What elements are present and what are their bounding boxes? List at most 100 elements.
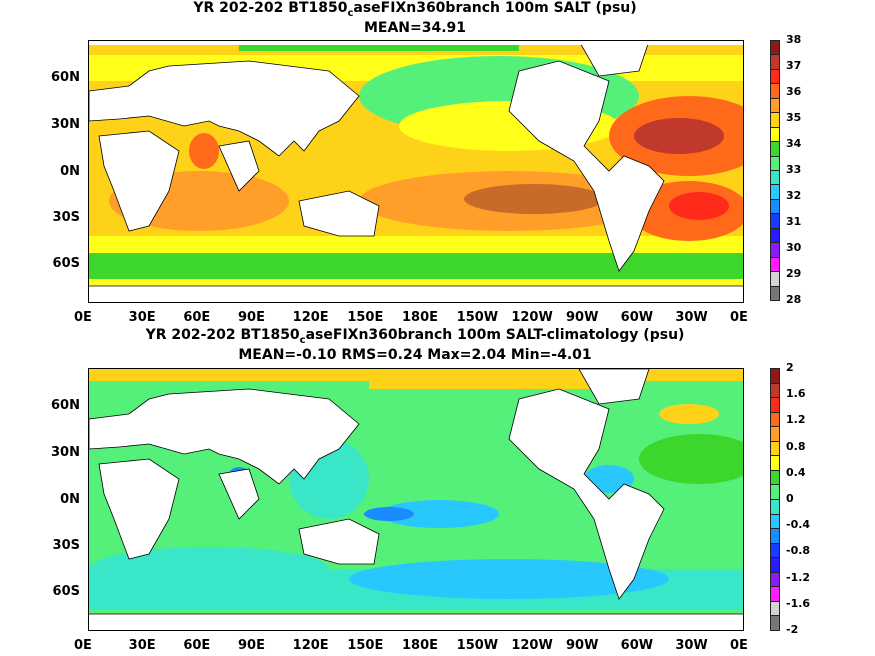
- colorbar-cell: [770, 571, 780, 588]
- colorbar-cell: [770, 198, 780, 215]
- colorbar-cell: [770, 513, 780, 530]
- lon-label: 90E: [238, 638, 265, 653]
- colorbar-cell: [770, 528, 780, 544]
- colorbar-label: 1.2: [786, 413, 806, 427]
- colorbar-label: 28: [786, 293, 802, 306]
- colorbar-cell: [770, 40, 780, 56]
- lon-label: 0E: [74, 638, 92, 653]
- colorbar-cell: [770, 97, 780, 114]
- lon-label: 30E: [128, 310, 156, 325]
- salinity-field: [89, 41, 743, 302]
- colorbar-cell: [770, 170, 780, 186]
- lon-label: 150E: [347, 638, 384, 653]
- colorbar-cell: [770, 112, 780, 128]
- lon-label: 0E: [74, 310, 92, 325]
- colorbar-cell: [770, 484, 780, 500]
- colorbar-label: 33: [786, 163, 802, 176]
- panel2-title: YR 202-202 BT1850caseFIXn360branch 100m …: [145, 327, 685, 346]
- colorbar-cell: [770, 155, 780, 171]
- lon-label: 90W: [566, 310, 599, 325]
- colorbar-cell: [770, 499, 780, 515]
- panel1-title: YR 202-202 BT1850caseFIXn360branch 100m …: [193, 0, 637, 19]
- colorbar-cell: [770, 368, 780, 384]
- colorbar-label: 29: [786, 267, 802, 280]
- lon-label: 0E: [730, 310, 748, 325]
- colorbar-label: 0.4: [786, 465, 806, 479]
- lon-label: 150W: [456, 310, 499, 325]
- colorbar-label: 35: [786, 111, 802, 124]
- colorbar-cell: [770, 615, 780, 631]
- lon-label: 0E: [730, 638, 748, 653]
- colorbar-cell: [770, 54, 780, 70]
- colorbar-cell: [770, 227, 780, 244]
- colorbar-cell: [770, 469, 780, 486]
- lon-label: 150E: [347, 310, 384, 325]
- panel1-subtitle: MEAN=34.91: [363, 20, 467, 36]
- lon-label: 30W: [675, 638, 708, 653]
- lon-label: 120W: [511, 638, 553, 653]
- lat-label: 0N: [60, 164, 80, 179]
- colorbar-cell: [770, 382, 780, 399]
- colorbar-label: -2: [786, 623, 799, 636]
- colorbar-cell: [770, 557, 780, 573]
- lat-label: 0N: [60, 492, 80, 507]
- colorbar-cell: [770, 126, 780, 143]
- colorbar-cell: [770, 213, 780, 229]
- lon-label: 120W: [511, 310, 553, 325]
- lat-label: 60S: [52, 584, 80, 599]
- lon-label: 90W: [566, 638, 599, 653]
- colorbar-label: -1.6: [786, 596, 811, 610]
- colorbar-cell: [770, 411, 780, 428]
- colorbar-label: 31: [786, 215, 802, 228]
- colorbar-label: 0: [786, 492, 794, 505]
- colorbar-label: 30: [786, 241, 802, 254]
- colorbar-label: 36: [786, 85, 802, 98]
- colorbar-label: -1.2: [786, 570, 811, 584]
- lat-label: 30N: [51, 445, 80, 460]
- lat-label: 60N: [51, 70, 80, 85]
- lon-label: 180E: [402, 638, 439, 653]
- colorbar-cell: [770, 285, 780, 301]
- anomaly-map: [88, 368, 744, 631]
- panel2-subtitle: MEAN=-0.10 RMS=0.24 Max=2.04 Min=-4.01: [238, 347, 592, 363]
- colorbar-cell: [770, 83, 780, 99]
- colorbar-cell: [770, 68, 780, 85]
- lon-label: 60E: [183, 638, 211, 653]
- lon-label: 120E: [292, 638, 329, 653]
- lon-label: 90E: [238, 310, 265, 325]
- lat-label: 30S: [52, 538, 80, 553]
- colorbar-label: -0.4: [786, 518, 811, 532]
- lon-label: 30E: [128, 638, 156, 653]
- colorbar-label: 34: [786, 137, 802, 150]
- colorbar-cell: [770, 426, 780, 442]
- lat-label: 60S: [52, 256, 80, 271]
- lon-label: 60W: [620, 638, 654, 653]
- colorbar-label: 32: [786, 189, 802, 202]
- salinity-map: [88, 40, 744, 303]
- lon-label: 150W: [456, 638, 499, 653]
- colorbar-label: 0.8: [786, 439, 806, 453]
- lat-label: 60N: [51, 398, 80, 413]
- colorbar-label: 37: [786, 59, 802, 72]
- colorbar-cell: [770, 184, 780, 200]
- colorbar-cell: [770, 600, 780, 617]
- colorbar-cell: [770, 586, 780, 602]
- colorbar-cell: [770, 256, 780, 273]
- colorbar-label: 2: [786, 361, 794, 374]
- lon-label: 180E: [402, 310, 439, 325]
- colorbar-cell: [770, 440, 780, 457]
- colorbar-label: 38: [786, 33, 802, 46]
- colorbar-label: 1.6: [786, 387, 806, 401]
- anomaly-field: [89, 369, 743, 630]
- colorbar-cell: [770, 141, 780, 157]
- colorbar-label: -0.8: [786, 544, 811, 558]
- colorbar-cell: [770, 397, 780, 413]
- lon-label: 60E: [183, 310, 211, 325]
- colorbar-cell: [770, 242, 780, 258]
- lat-label: 30N: [51, 117, 80, 132]
- colorbar-cell: [770, 542, 780, 559]
- colorbar-cell: [770, 455, 780, 471]
- lon-label: 30W: [675, 310, 708, 325]
- lon-label: 60W: [620, 310, 654, 325]
- lon-label: 120E: [292, 310, 329, 325]
